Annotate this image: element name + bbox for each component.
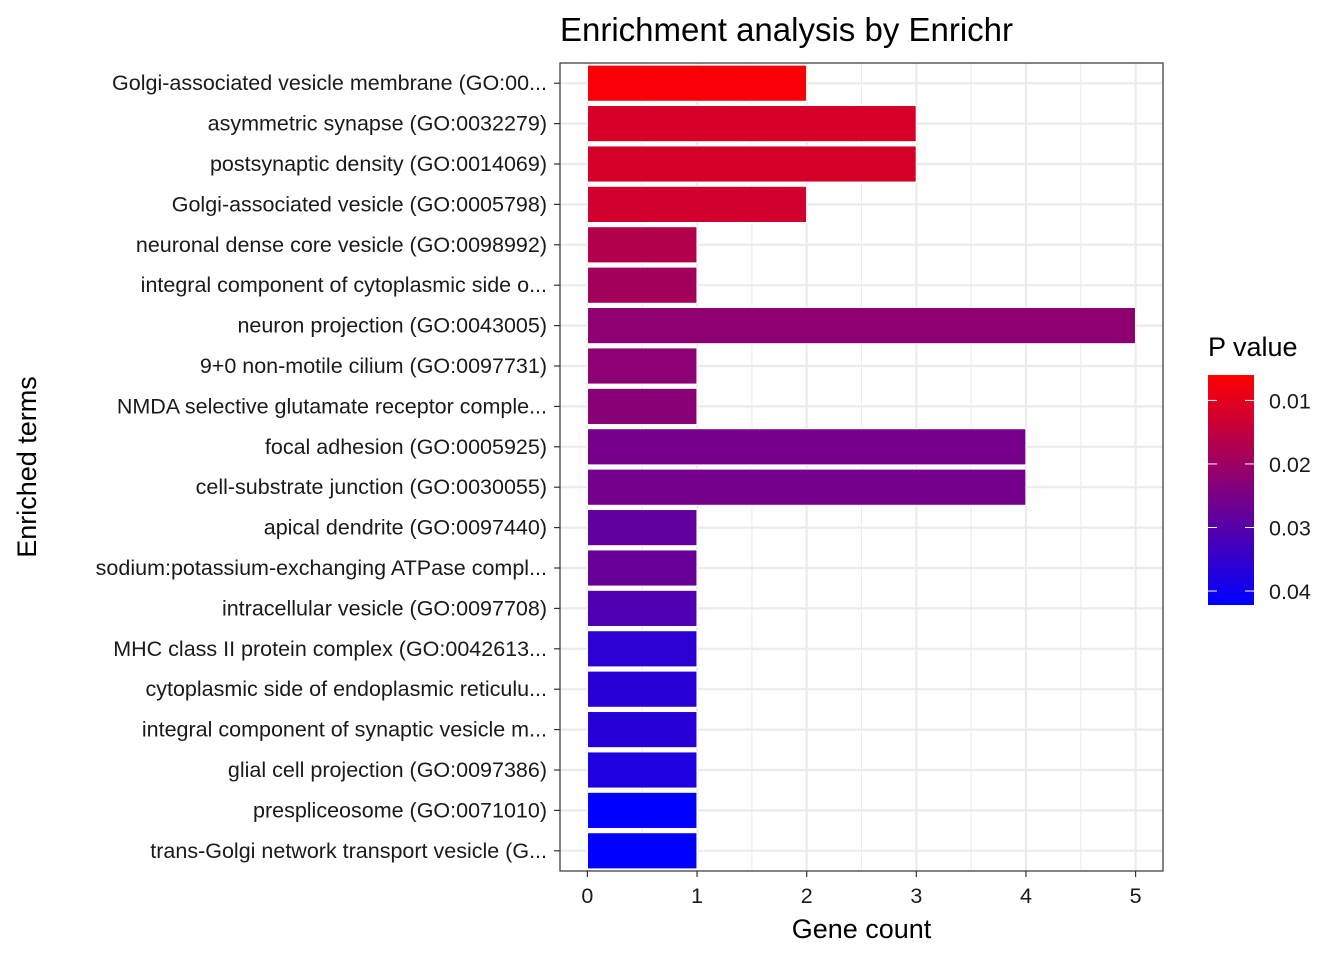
legend-tick-label: 0.04 (1269, 580, 1311, 604)
chart-title: Enrichment analysis by Enrichr (560, 11, 1013, 48)
bar (586, 185, 808, 224)
plot-panel (559, 62, 1164, 872)
bar (586, 226, 698, 264)
y-tick-label: trans-Golgi network transport vesicle (G… (150, 839, 547, 863)
x-tick-label: 2 (801, 884, 813, 908)
y-tick-label: glial cell projection (GO:0097386) (228, 758, 547, 782)
y-tick-label: intracellular vesicle (GO:0097708) (222, 596, 547, 620)
plot-border (559, 62, 1164, 872)
bar (586, 104, 917, 143)
bar (586, 791, 698, 830)
x-tick-label: 0 (581, 884, 593, 908)
y-tick-label: cell-substrate junction (GO:0030055) (196, 475, 547, 499)
bar (586, 589, 698, 628)
y-tick-label: apical dendrite (GO:0097440) (264, 516, 547, 540)
y-tick-label: sodium:potassium-exchanging ATPase compl… (96, 556, 547, 580)
x-tick-label: 3 (910, 884, 922, 908)
y-tick-label: asymmetric synapse (GO:0032279) (208, 112, 547, 136)
bar (586, 387, 698, 426)
bar (586, 347, 698, 385)
bar (586, 266, 698, 304)
bars (586, 64, 1137, 870)
y-tick-label: Golgi-associated vesicle membrane (GO:00… (112, 71, 547, 95)
y-tick-label: 9+0 non-motile cilium (GO:0097731) (200, 354, 547, 378)
y-tick-label: neuron projection (GO:0043005) (237, 314, 547, 338)
bar (586, 145, 917, 183)
y-tick-label: postsynaptic density (GO:0014069) (210, 152, 547, 176)
y-tick-label: cytoplasmic side of endoplasmic reticulu… (145, 677, 547, 701)
legend-tick-label: 0.03 (1269, 516, 1311, 540)
x-tick-label: 4 (1020, 884, 1032, 908)
y-tick-label: NMDA selective glutamate receptor comple… (117, 394, 547, 418)
legend-tick-label: 0.02 (1269, 453, 1311, 477)
y-axis: Golgi-associated vesicle membrane (GO:00… (96, 71, 560, 863)
x-tick-label: 5 (1130, 884, 1142, 908)
color-legend: P value 0.01 0.02 0.03 0.04 (1208, 332, 1311, 605)
x-axis-label: Gene count (792, 914, 932, 944)
y-tick-label: MHC class II protein complex (GO:0042613… (113, 637, 547, 661)
y-tick-label: focal adhesion (GO:0005925) (265, 435, 547, 459)
x-axis: 0 1 2 3 4 5 (581, 871, 1142, 908)
legend-ticks: 0.01 0.02 0.03 0.04 (1208, 389, 1311, 604)
y-tick-label: integral component of cytoplasmic side o… (141, 273, 547, 297)
x-tick-label: 1 (691, 884, 703, 908)
y-tick-label: Golgi-associated vesicle (GO:0005798) (172, 192, 547, 216)
bar (586, 751, 698, 789)
legend-title: P value (1208, 332, 1298, 362)
bar (586, 306, 1137, 345)
bar (586, 64, 808, 102)
bar (586, 710, 698, 749)
bar (586, 468, 1027, 506)
bar (586, 549, 698, 587)
bar (586, 630, 698, 668)
bar (586, 832, 698, 870)
y-tick-label: prespliceosome (GO:0071010) (253, 798, 547, 822)
y-tick-label: integral component of synaptic vesicle m… (142, 718, 547, 742)
y-tick-label: neuronal dense core vesicle (GO:0098992) (136, 233, 547, 257)
y-axis-label: Enriched terms (12, 376, 42, 558)
bar (586, 428, 1027, 466)
legend-tick-label: 0.01 (1269, 389, 1311, 413)
bar (586, 508, 698, 547)
bar (586, 670, 698, 708)
legend-colorbar (1208, 375, 1254, 605)
